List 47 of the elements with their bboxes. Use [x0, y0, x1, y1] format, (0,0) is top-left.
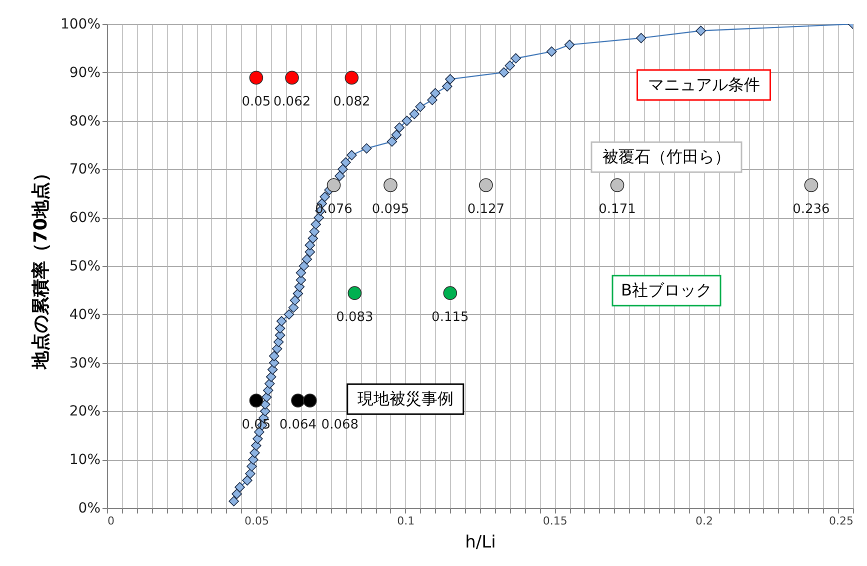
y-tick-label: 10% — [69, 452, 100, 468]
x-tick-label: 0.05 — [244, 514, 269, 528]
y-tick-label: 70% — [69, 162, 100, 178]
annotation: 0.062 — [273, 94, 311, 110]
annotation: 0.05 — [242, 94, 271, 110]
point — [249, 70, 264, 85]
x-tick-label: 0.2 — [696, 514, 714, 528]
point — [326, 178, 341, 192]
y-tick-label: 30% — [69, 355, 100, 372]
x-tick-label: 0.15 — [542, 514, 568, 528]
point — [384, 178, 398, 192]
y-tick-label: 80% — [69, 113, 100, 130]
annotation: 被覆石（竹田ら） — [602, 147, 730, 166]
point — [348, 286, 362, 300]
y-tick-label: 40% — [69, 306, 100, 323]
point — [249, 394, 264, 408]
annotation: 0.064 — [279, 418, 317, 433]
point — [804, 178, 818, 192]
y-tick-label: 0% — [78, 500, 100, 516]
point — [479, 178, 493, 192]
y-tick-label: 50% — [69, 258, 100, 274]
point — [302, 394, 317, 408]
x-tick-label: 0.1 — [397, 514, 415, 528]
point — [443, 286, 458, 300]
y-tick-label: 60% — [69, 210, 100, 226]
annotation: B社ブロック — [621, 280, 712, 300]
annotation: 0.068 — [321, 418, 359, 433]
x-tick-label: 0 — [108, 514, 114, 528]
point — [291, 394, 305, 408]
annotation: 0.082 — [333, 94, 370, 110]
annotation: 0.083 — [336, 310, 374, 326]
point — [344, 70, 359, 85]
y-axis-title: 地点の累積率（70地点） — [30, 164, 52, 370]
annotation: 0.095 — [372, 202, 410, 218]
x-tick-label: 0.25 — [829, 514, 854, 528]
annotation: 0.236 — [792, 202, 830, 218]
point — [610, 178, 624, 192]
annotation: 0.171 — [598, 202, 636, 218]
y-tick-label: 20% — [69, 404, 100, 420]
annotation: マニュアル条件 — [648, 74, 760, 94]
x-axis-title: h/Li — [465, 532, 496, 552]
point — [285, 70, 299, 85]
y-tick-label: 100% — [60, 16, 100, 32]
annotation: 0.115 — [432, 310, 469, 326]
annotation: 0.127 — [467, 202, 505, 218]
annotation: 現地被災事例 — [357, 389, 454, 408]
y-tick-label: 90% — [69, 64, 100, 81]
